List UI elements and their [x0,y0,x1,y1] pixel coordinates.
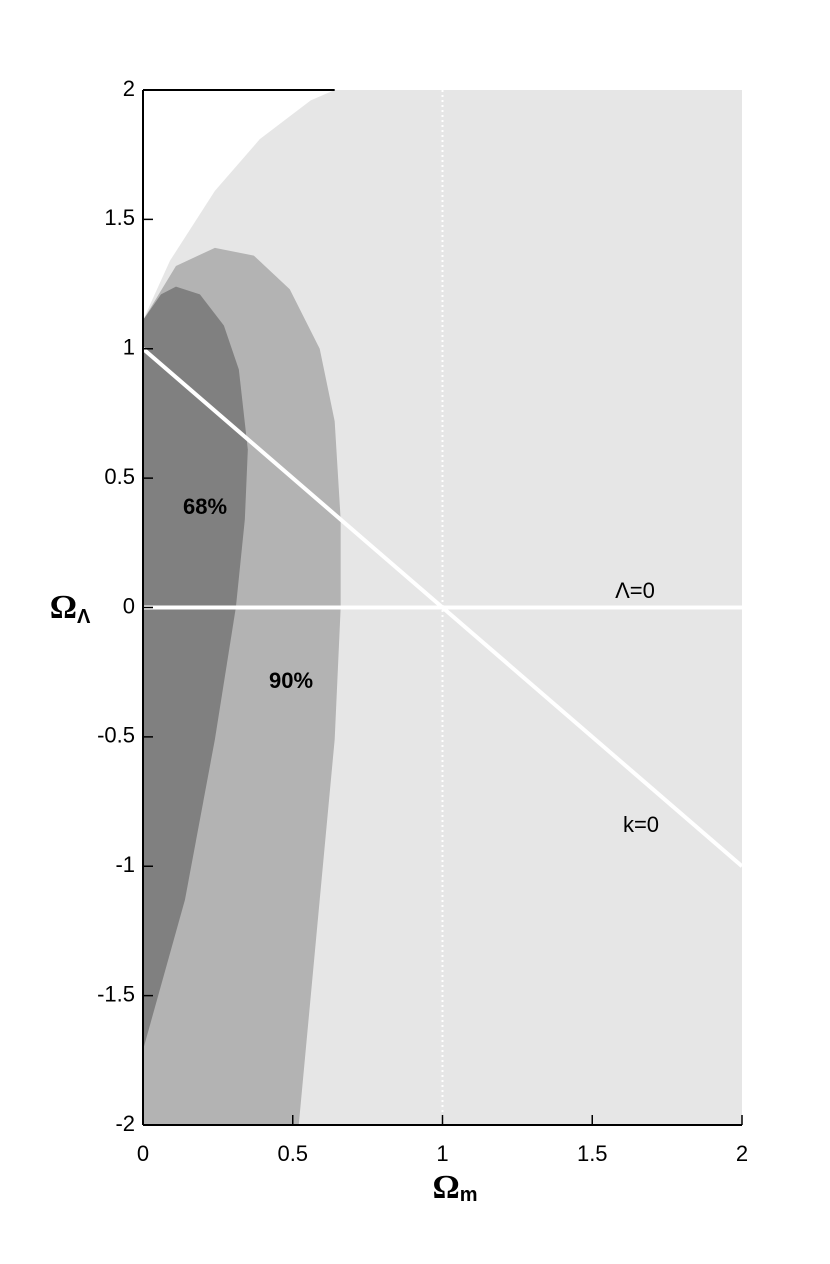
x-tick-label: 0.5 [277,1141,308,1166]
region-label: 68% [183,494,227,519]
x-axis-label-sub: m [460,1184,478,1206]
y-axis-label: ΩΛ [50,589,91,628]
y-tick-label: 1 [123,335,135,360]
y-tick-label: 2 [123,76,135,101]
x-axis-label-main: Ω [432,1169,459,1206]
x-tick-label: 0 [137,1141,149,1166]
y-tick-label: -1 [115,852,135,877]
x-axis-label: Ωm [432,1169,477,1206]
y-tick-label: -1.5 [97,981,135,1006]
confidence-region [143,286,248,1050]
x-tick-label: 1.5 [577,1141,608,1166]
x-tick-label: 1 [436,1141,448,1166]
y-tick-label: 0 [123,593,135,618]
y-tick-label: 1.5 [104,205,135,230]
x-tick-label: 2 [736,1141,748,1166]
line-label: k=0 [623,812,659,837]
region-label: 90% [269,668,313,693]
y-tick-label: 0.5 [104,464,135,489]
y-tick-label: -2 [115,1111,135,1136]
line-label: Λ=0 [615,578,655,603]
y-axis-label-main: Ω [50,589,77,626]
y-axis-label-sub: Λ [77,606,91,628]
y-tick-label: -0.5 [97,723,135,748]
